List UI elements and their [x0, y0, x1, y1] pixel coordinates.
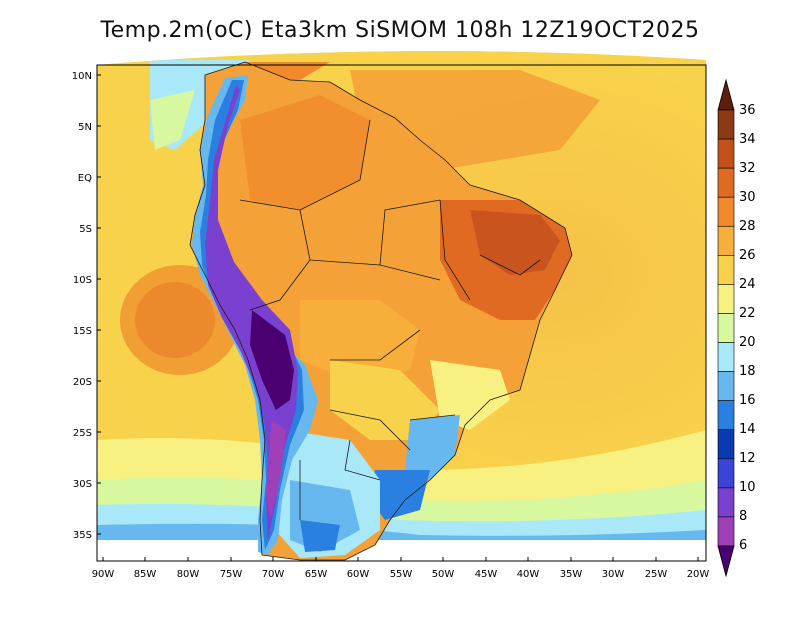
lon-label: 40W — [517, 569, 540, 580]
lat-label: 10S — [73, 275, 92, 286]
lon-label: 80W — [177, 569, 200, 580]
colorbar-label: 12 — [739, 451, 756, 466]
colorbar-label: 36 — [739, 103, 756, 118]
colorbar-label: 10 — [739, 480, 756, 495]
lat-label: 20S — [73, 377, 92, 388]
lon-label: 20W — [687, 569, 710, 580]
map-title: Temp.2m(oC) Eta3km SiSMOM 108h 12Z19OCT2… — [100, 18, 700, 43]
lat-label: EQ — [78, 173, 92, 184]
color-scale-bar — [717, 78, 735, 578]
longitude-axis: 90W 85W 80W 75W 70W 65W 60W 55W 50W 45W … — [92, 557, 710, 580]
lon-label: 25W — [645, 569, 668, 580]
political-borders — [189, 61, 573, 561]
colorbar-segment — [717, 196, 735, 227]
colorbar-label: 20 — [739, 335, 756, 350]
colorbar-segment — [717, 313, 735, 343]
lat-label: 5S — [79, 224, 92, 235]
lon-label: 30W — [602, 569, 625, 580]
colorbar-label: 34 — [739, 132, 756, 147]
lat-label: 15S — [73, 326, 92, 337]
lat-label: 30S — [73, 479, 92, 490]
colorbar-segment — [717, 109, 735, 140]
colorbar-segment — [717, 400, 735, 431]
colorbar-label: 6 — [739, 538, 747, 553]
lat-label: 25S — [73, 428, 92, 439]
colorbar-segment — [717, 342, 735, 372]
andes-cold-band — [192, 75, 318, 555]
lat-label: 5N — [78, 122, 92, 133]
lon-label: 65W — [305, 569, 328, 580]
colorbar-label: 28 — [739, 219, 756, 234]
lon-label: 75W — [220, 569, 243, 580]
colorbar-label: 14 — [739, 422, 756, 437]
colorbar-segment — [717, 487, 735, 518]
colorbar-segment — [717, 167, 735, 198]
lon-label: 50W — [432, 569, 455, 580]
colorbar-segment — [717, 284, 735, 314]
colorbar-top-arrow — [717, 78, 735, 111]
colorbar-segment — [717, 255, 735, 285]
lat-label: 10N — [72, 71, 92, 82]
lon-label: 55W — [390, 569, 413, 580]
colorbar-segment — [717, 429, 735, 460]
colorbar-label: 24 — [739, 277, 756, 292]
colorbar-segment — [717, 138, 735, 169]
lon-label: 45W — [475, 569, 498, 580]
latitude-axis: 10N 5N EQ 5S 10S 15S 20S 25S 30S 35S — [72, 71, 101, 541]
colorbar-label: 30 — [739, 190, 756, 205]
colorbar-bottom-arrow — [717, 545, 735, 578]
colorbar-label: 8 — [739, 509, 747, 524]
colorbar-label: 32 — [739, 161, 756, 176]
colorbar-segment — [717, 225, 735, 256]
colorbar-label: 18 — [739, 364, 756, 379]
colorbar-segment — [717, 458, 735, 489]
lon-label: 60W — [347, 569, 370, 580]
colorbar-segment — [717, 371, 735, 401]
colorbar-segment — [717, 516, 735, 547]
lon-label: 85W — [134, 569, 157, 580]
lat-label: 35S — [73, 530, 92, 541]
colorbar-label: 26 — [739, 248, 756, 263]
colorbar-label: 16 — [739, 393, 756, 408]
colorbar-label: 22 — [739, 306, 756, 321]
color-scale-labels: 36 34 32 30 28 26 24 22 20 18 16 14 12 1… — [739, 103, 756, 553]
lon-label: 70W — [262, 569, 285, 580]
lon-label: 90W — [92, 569, 115, 580]
lon-label: 35W — [560, 569, 583, 580]
